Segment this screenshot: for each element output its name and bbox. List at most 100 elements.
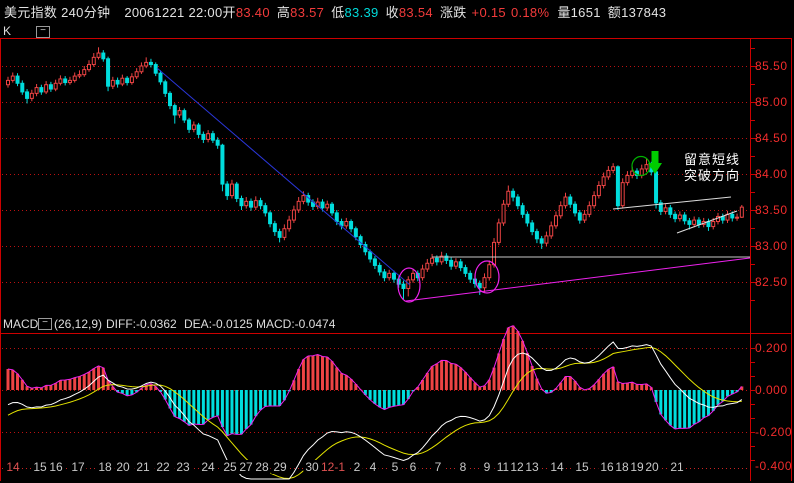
candle-body [82,69,87,76]
macd-bar [640,384,644,390]
candle-body [425,262,430,270]
candle-body [458,261,463,269]
candle-body [67,79,72,84]
candle-body [515,196,520,207]
candle-body [6,79,10,86]
date-label: 29 [271,460,289,474]
macd-bar [197,390,201,425]
macd-bar [373,390,377,404]
candle-body [196,124,201,135]
candle-body [296,200,301,211]
macd-bar [101,367,105,390]
candle-body [630,170,635,176]
candle-body [420,268,425,279]
macd-bar [92,368,96,390]
sell-signal-arrow [648,151,662,174]
annotation-line-2: 突破方向 [684,168,741,183]
date-label: 7 [432,460,444,474]
macd-bar [63,379,67,390]
macd-bar [220,390,224,428]
candle-body [463,267,468,274]
macd-bar [521,340,525,390]
candle-body [215,139,220,146]
macd-value-readout: MACD:-0.0474 [256,317,336,331]
candle-body [430,257,435,264]
price-tick-label: 82.50 [755,275,788,289]
candle-body [263,205,268,214]
candle-body [191,124,196,130]
macd-bar [397,390,401,406]
k-pane-collapse-button[interactable]: − [36,26,50,38]
macd-bar [168,390,172,409]
header-field-3: 83.40 [235,5,270,20]
candle-body [534,231,539,240]
macd-bar [587,388,591,390]
date-label: 19 [628,460,646,474]
date-label: 15 [573,460,591,474]
header-field-1: 20061221 22:00 [124,5,223,20]
macd-bar [225,390,229,436]
candle-body [144,61,149,67]
candle-body [453,261,458,267]
candle-body [268,212,273,225]
candle-body [625,174,630,184]
date-label: 18 [613,460,631,474]
macd-bar [382,390,386,410]
candle-body [168,92,173,107]
uptrend-line [405,257,751,302]
candle-body [444,255,449,261]
macd-pane-collapse-button[interactable]: − [38,318,52,330]
macd-bar [368,390,372,400]
candle-body [401,283,406,289]
candle-body [558,205,563,217]
candle-body [110,79,115,87]
macd-bar [425,372,429,390]
quote-header: 美元指数 240分钟 20061221 22:00开83.40 高83.57 低83.… [4,2,666,20]
date-label: 16 [47,460,65,474]
candle-body [249,200,254,208]
annotation-line-1: 留意短线 [684,152,741,167]
candle-body [525,213,530,224]
macd-bar [544,390,548,394]
macd-bar [721,390,725,402]
candle-body [368,251,373,260]
candle-body [563,196,568,207]
macd-bar [730,390,734,395]
header-field-12: 0.18% [510,5,550,20]
macd-bar [478,387,482,390]
candle-body [15,75,20,84]
macd-bar [497,353,501,390]
candle-body [182,110,187,121]
candle-body [39,87,44,93]
candle-body [10,75,15,81]
macd-bar [525,352,529,390]
candle-body [606,169,611,178]
candle-body [287,219,292,230]
macd-bar [111,386,115,390]
candle-body [687,220,692,225]
candle-body [553,215,558,227]
macd-bar [668,390,672,426]
candle-body [615,166,620,207]
header-field-13: 量 [557,5,571,20]
macd-tick-label: 0.000 [755,383,788,397]
candle-body [735,216,740,219]
macd-bar [592,384,596,390]
price-tick-label: 84.00 [755,167,788,181]
macd-bar [692,390,696,425]
candle-body [29,92,34,99]
macd-tick-label: -0.400 [755,459,793,473]
diff-line [7,341,743,480]
candle-body [592,195,597,207]
candle-body [577,212,582,221]
candle-body [325,203,330,209]
macd-bar [268,390,272,406]
date-label: 2 [351,460,363,474]
macd-bar [120,390,124,394]
candle-body [253,200,258,208]
macd-bar [454,364,458,390]
macd-bar [530,366,534,390]
candle-body [596,185,601,197]
